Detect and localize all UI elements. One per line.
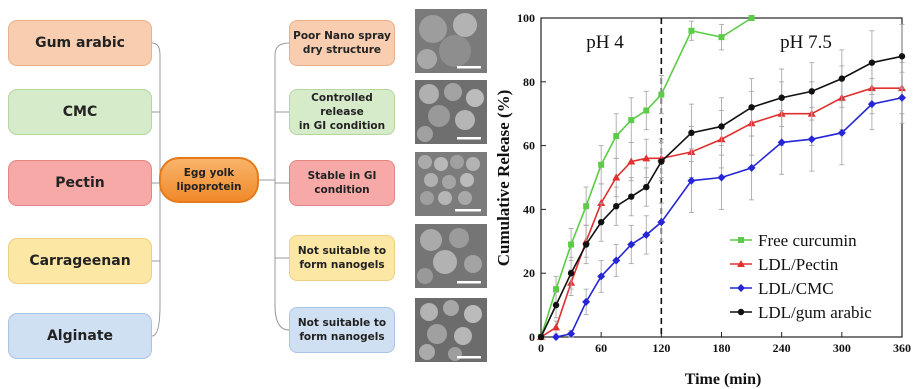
- data-point: [627, 240, 636, 249]
- data-point: [807, 135, 816, 144]
- left-item-carrageenan: Carrageenan: [8, 238, 152, 284]
- data-point: [597, 272, 606, 281]
- x-tick-label: 240: [773, 341, 791, 355]
- series-3: [537, 23, 906, 341]
- data-point: [552, 333, 561, 341]
- y-tick-label: 60: [523, 139, 535, 153]
- y-tick-label: 100: [517, 11, 535, 25]
- x-tick-label: 360: [893, 341, 911, 355]
- data-point: [658, 158, 665, 165]
- series-2: [552, 71, 906, 341]
- data-point: [613, 133, 620, 140]
- annotation-ph4: pH 4: [586, 32, 624, 53]
- data-point: [717, 173, 726, 182]
- right-item-1: Poor Nano spray dry structure: [289, 20, 395, 66]
- legend-label: LDL/CMC: [758, 279, 834, 298]
- legend-marker: [737, 284, 745, 292]
- left-item-gum-arabic: Gum arabic: [8, 20, 152, 66]
- data-point: [567, 329, 576, 338]
- data-point: [643, 183, 650, 191]
- sem-image-3: [415, 152, 487, 216]
- y-tick-label: 40: [523, 202, 535, 216]
- data-point: [612, 256, 621, 265]
- data-point: [688, 27, 695, 34]
- x-tick-label: 120: [652, 341, 670, 355]
- data-point: [537, 333, 545, 341]
- chart-legend: Free curcumin LDL/Pectin LDL/CMC LDL/gum ar…: [730, 231, 872, 322]
- data-point: [808, 88, 815, 95]
- sem-image-2: [415, 80, 487, 144]
- data-point: [688, 129, 695, 137]
- x-tick-label: 300: [833, 341, 851, 355]
- data-point: [657, 218, 666, 227]
- data-point: [687, 176, 696, 185]
- data-point: [748, 104, 755, 111]
- right-item-5: Not suitable to form nanogels: [289, 307, 395, 353]
- data-point: [718, 34, 725, 41]
- data-point: [777, 138, 786, 147]
- center-node: Egg yolk lipoprotein: [159, 157, 259, 203]
- legend-marker: [738, 237, 744, 243]
- y-tick-label: 20: [523, 266, 535, 280]
- sem-image-1: [415, 9, 487, 73]
- data-point: [837, 128, 846, 137]
- data-point: [838, 75, 846, 82]
- left-item-cmc: CMC: [8, 89, 152, 135]
- data-point: [643, 107, 650, 114]
- right-item-3: Stable in GI condition: [289, 160, 395, 206]
- x-tick-label: 180: [713, 341, 731, 355]
- data-point: [598, 161, 605, 168]
- right-item-4: Not suitable to form nanogels: [289, 235, 395, 281]
- data-point: [552, 323, 561, 331]
- left-item-alginate: Alginate: [8, 313, 152, 359]
- data-point: [597, 199, 606, 207]
- data-point: [567, 270, 575, 277]
- legend-label: LDL/Pectin: [758, 255, 839, 274]
- data-point: [582, 297, 591, 306]
- x-tick-label: 60: [595, 341, 607, 355]
- data-point: [613, 203, 620, 210]
- data-point: [642, 154, 651, 162]
- data-point: [627, 157, 636, 165]
- data-point: [898, 93, 906, 102]
- series-line: [540, 17, 753, 338]
- annotation-ph75: pH 7.5: [780, 32, 832, 53]
- legend-marker: [737, 260, 745, 267]
- data-point: [553, 286, 560, 293]
- legend-marker: [737, 308, 745, 316]
- data-point: [568, 241, 575, 248]
- data-point: [718, 123, 725, 130]
- legend-label: LDL/gum arabic: [758, 303, 872, 322]
- left-item-pectin: Pectin: [8, 160, 152, 206]
- right-item-2: Controlled release in GI condition: [289, 89, 395, 135]
- data-point: [658, 91, 665, 98]
- data-point: [628, 193, 635, 200]
- data-point: [867, 100, 876, 109]
- data-point: [748, 15, 755, 21]
- data-point: [868, 59, 876, 66]
- x-tick-label: 0: [538, 341, 544, 355]
- data-point: [747, 163, 756, 172]
- data-point: [628, 117, 635, 124]
- data-point: [898, 53, 906, 60]
- data-point: [612, 173, 621, 181]
- data-point: [642, 230, 651, 239]
- x-axis-label: Time (min): [685, 371, 762, 388]
- data-point: [582, 241, 590, 248]
- y-tick-label: 80: [523, 75, 535, 89]
- sem-image-4: [415, 224, 487, 288]
- series-line: [555, 96, 903, 338]
- data-point: [552, 301, 560, 309]
- data-point: [583, 203, 590, 210]
- data-point: [597, 218, 605, 226]
- data-point: [778, 94, 785, 101]
- y-axis-label: Cumulative Release (%): [494, 90, 513, 267]
- y-tick-label: 0: [529, 330, 535, 344]
- legend-label: Free curcumin: [758, 231, 857, 250]
- sem-image-5: [415, 298, 487, 362]
